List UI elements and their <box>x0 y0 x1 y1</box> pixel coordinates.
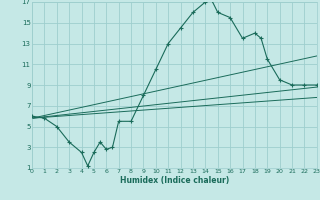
X-axis label: Humidex (Indice chaleur): Humidex (Indice chaleur) <box>120 176 229 185</box>
